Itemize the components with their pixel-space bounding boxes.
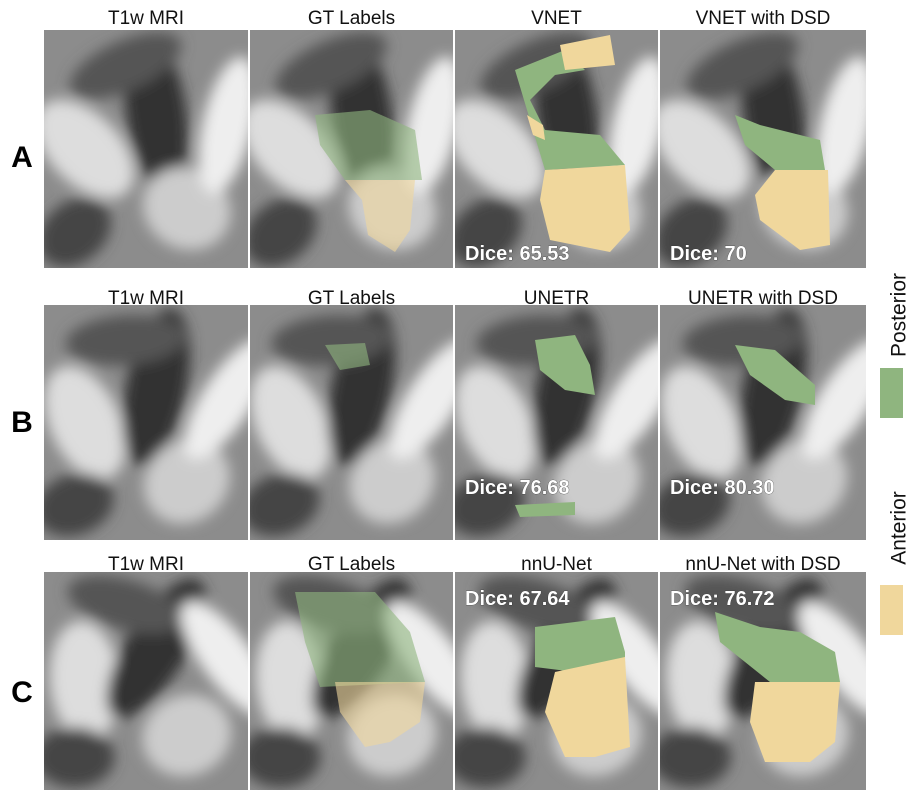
dice-score: Dice: 76.72 xyxy=(670,588,775,610)
figure: A T1w MRI GT Labels VNET Dice: 65.53 VNET wit… xyxy=(0,0,906,793)
image-panel xyxy=(18,18,268,281)
legend-swatch xyxy=(880,368,903,418)
image-panel xyxy=(27,303,287,547)
panel-title: T1w MRI xyxy=(108,288,184,309)
row-label: C xyxy=(11,676,33,709)
panel-title: VNET with DSD xyxy=(696,8,831,29)
tissue xyxy=(651,727,731,787)
image-panel xyxy=(438,303,697,547)
panel-title: nnU-Net xyxy=(521,554,592,575)
anterior-mask xyxy=(540,165,630,252)
dice-score: Dice: 80.30 xyxy=(670,477,775,499)
image-panel xyxy=(634,18,885,281)
image-panel xyxy=(428,18,677,281)
tissue xyxy=(240,727,320,787)
legend-label: Posterior xyxy=(888,273,906,357)
panel-title: GT Labels xyxy=(308,554,395,575)
row-label: B xyxy=(11,406,33,439)
panel-title: T1w MRI xyxy=(108,8,184,29)
panel-title: nnU-Net with DSD xyxy=(685,554,840,575)
panel-title: UNETR xyxy=(524,288,589,309)
tissue xyxy=(445,727,525,787)
image-panel xyxy=(223,18,472,281)
panel-title: UNETR with DSD xyxy=(688,288,838,309)
image-panel xyxy=(643,303,904,547)
image-panel xyxy=(233,303,492,547)
legend-label: Anterior xyxy=(888,491,906,565)
tissue xyxy=(35,727,115,787)
panel-title: GT Labels xyxy=(308,288,395,309)
dice-score: Dice: 76.68 xyxy=(465,477,570,499)
panel-title: T1w MRI xyxy=(108,554,184,575)
legend-swatch xyxy=(880,585,903,635)
dice-score: Dice: 65.53 xyxy=(465,243,570,265)
dice-score: Dice: 67.64 xyxy=(465,588,570,610)
panel-title: VNET xyxy=(531,8,582,29)
dice-score: Dice: 70 xyxy=(670,243,747,265)
row-label: A xyxy=(11,141,33,174)
panel-title: GT Labels xyxy=(308,8,395,29)
